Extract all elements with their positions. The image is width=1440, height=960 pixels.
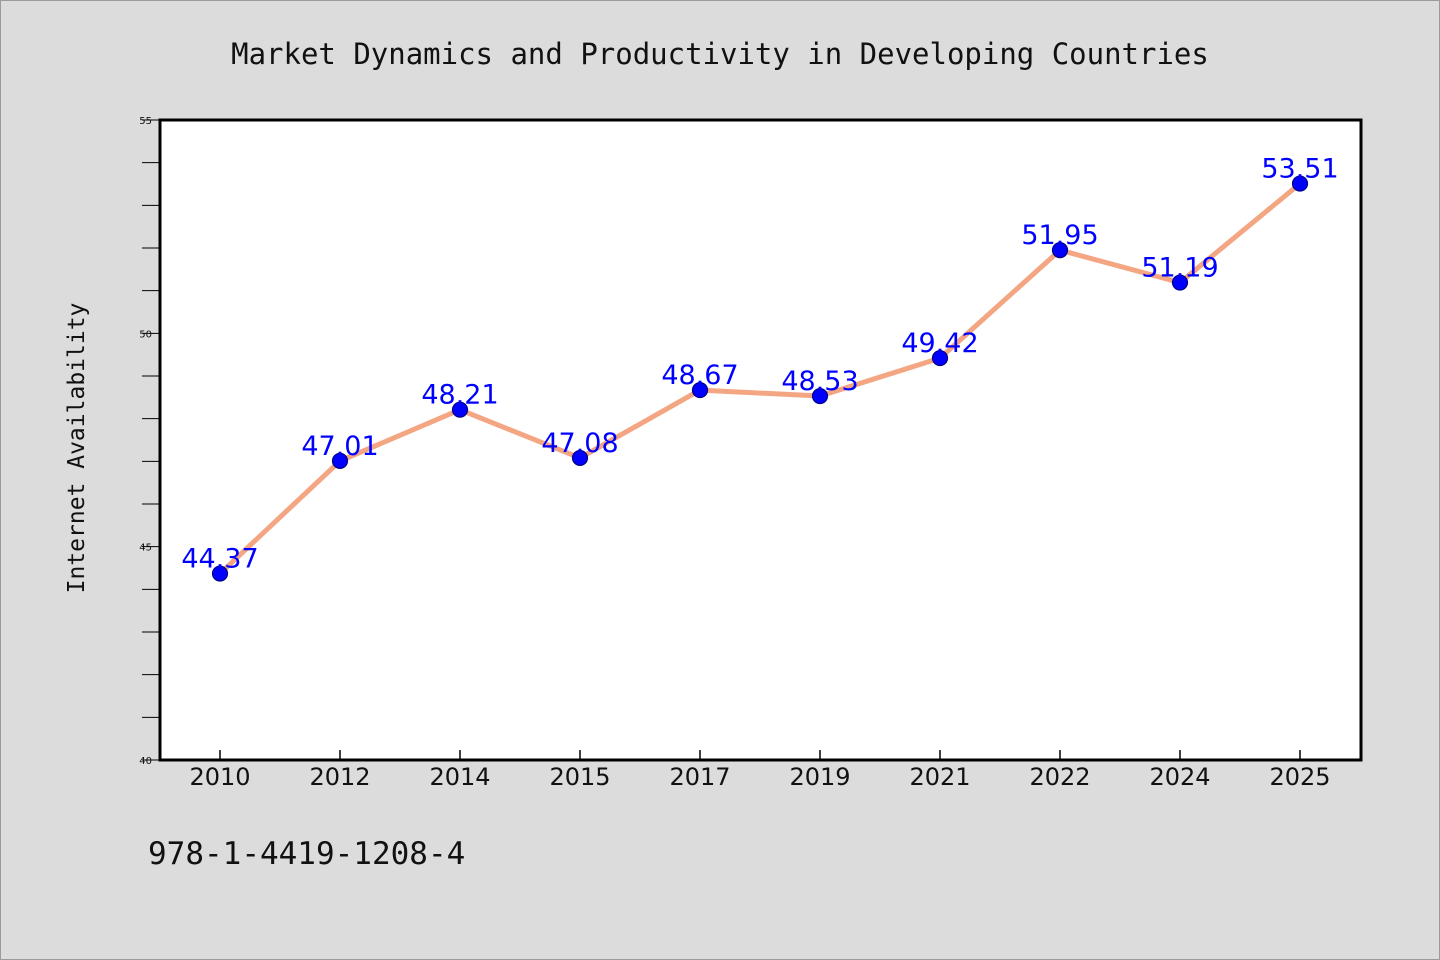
x-tick-label: 2014: [429, 763, 490, 791]
y-axis: 40 45 50 55: [139, 116, 160, 767]
data-point: [1291, 175, 1309, 192]
data-label: 51.95: [1021, 220, 1098, 251]
x-tick-label: 2024: [1149, 763, 1210, 791]
data-point: [931, 349, 949, 367]
data-label: 51.19: [1141, 253, 1218, 284]
plot-area: [158, 118, 1363, 762]
y-tick-label: 50: [139, 329, 152, 340]
series-line: [217, 181, 1303, 577]
data-point: [691, 381, 709, 399]
y-tick-label: 55: [139, 116, 152, 127]
x-tick-label: 2022: [1029, 763, 1090, 791]
data-point: [211, 565, 229, 582]
data-point: [811, 387, 829, 405]
data-point: [1171, 274, 1189, 291]
data-label: 48.53: [781, 366, 858, 397]
data-label: 48.67: [661, 360, 738, 391]
data-label: 48.21: [421, 380, 498, 411]
x-tick-label: 2017: [669, 763, 730, 791]
data-label: 47.01: [301, 431, 378, 462]
data-label: 47.08: [541, 428, 618, 459]
chart-title: Market Dynamics and Productivity in Deve…: [231, 37, 1209, 71]
data-point: [571, 449, 589, 467]
x-tick-label: 2021: [909, 763, 970, 791]
data-label: 44.37: [181, 544, 258, 575]
data-label: 53.51: [1261, 154, 1338, 185]
data-point: [451, 401, 469, 418]
x-tick-label: 2025: [1269, 763, 1330, 791]
data-label: 49.42: [901, 328, 978, 359]
isbn-footnote: 978-1-4419-1208-4: [148, 836, 465, 872]
x-tick-label: 2010: [189, 763, 250, 791]
x-tick-label: 2015: [549, 763, 610, 791]
y-tick-label: 40: [139, 756, 152, 767]
x-tick-label: 2019: [789, 763, 850, 791]
x-tick-label: 2012: [309, 763, 370, 791]
data-point: [1051, 242, 1069, 259]
y-axis-label: Internet Availability: [64, 303, 90, 594]
y-tick-label: 45: [139, 543, 152, 554]
series-layer: 44.37 47.01 48.21 47.08 48.67 48.53 49.42 51.95…: [181, 154, 1339, 582]
x-axis: 2010 2012 2014 2015 2017 2019 2021 2022 2024 2025: [189, 750, 1331, 791]
data-point: [331, 452, 349, 470]
